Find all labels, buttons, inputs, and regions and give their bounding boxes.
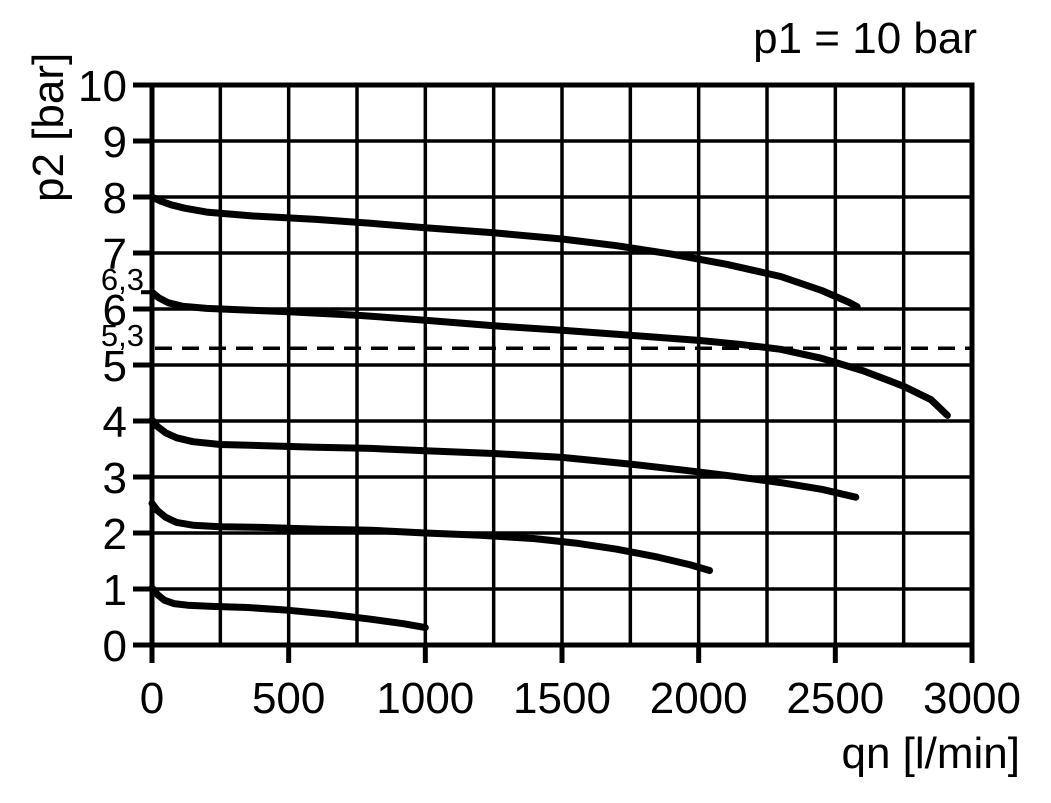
y-tick-label: 0 [103,622,127,671]
y-tick-label: 2 [103,510,127,559]
y-tick-label: 4 [103,398,127,447]
y-tick-label: 9 [103,118,127,167]
x-tick-label: 500 [252,674,325,723]
y-extra-label: 6,3 [101,262,144,297]
x-tick-label: 1500 [513,674,611,723]
y-tick-label: 7 [103,230,127,279]
curve-set-8-bar [148,193,861,311]
y-tick-label: 6 [103,286,127,335]
x-tick-label: 2500 [786,674,884,723]
x-tick-label: 3000 [923,674,1021,723]
x-tick-label: 1000 [376,674,474,723]
grid [152,85,972,645]
x-axis-title: qn [l/min] [841,729,1020,778]
y-axis-title: p2 [bar] [24,52,73,202]
y-tick-label: 1 [103,566,127,615]
flow-curves [148,193,951,632]
tick-labels: 0 1 2 3 4 5 6 7 8 9 10 0 500 1000 1500 2000 2500 3000 6,3 5… [78,62,1021,723]
y-tick-label: 5 [103,342,127,391]
y-tick-label: 8 [103,174,127,223]
curve-set-6-3-bar [148,288,951,419]
chart-title: p1 = 10 bar [753,14,977,63]
x-tick-label: 0 [140,674,164,723]
y-tick-label: 3 [103,454,127,503]
x-tick-label: 2000 [650,674,748,723]
axis-ticks [133,82,975,663]
y-tick-label: 10 [78,62,127,111]
y-extra-label: 5,3 [101,318,144,353]
curve-set-2-5-bar [148,499,714,574]
curve-set-4-bar [148,416,860,501]
curve-set-1-bar [148,584,429,632]
